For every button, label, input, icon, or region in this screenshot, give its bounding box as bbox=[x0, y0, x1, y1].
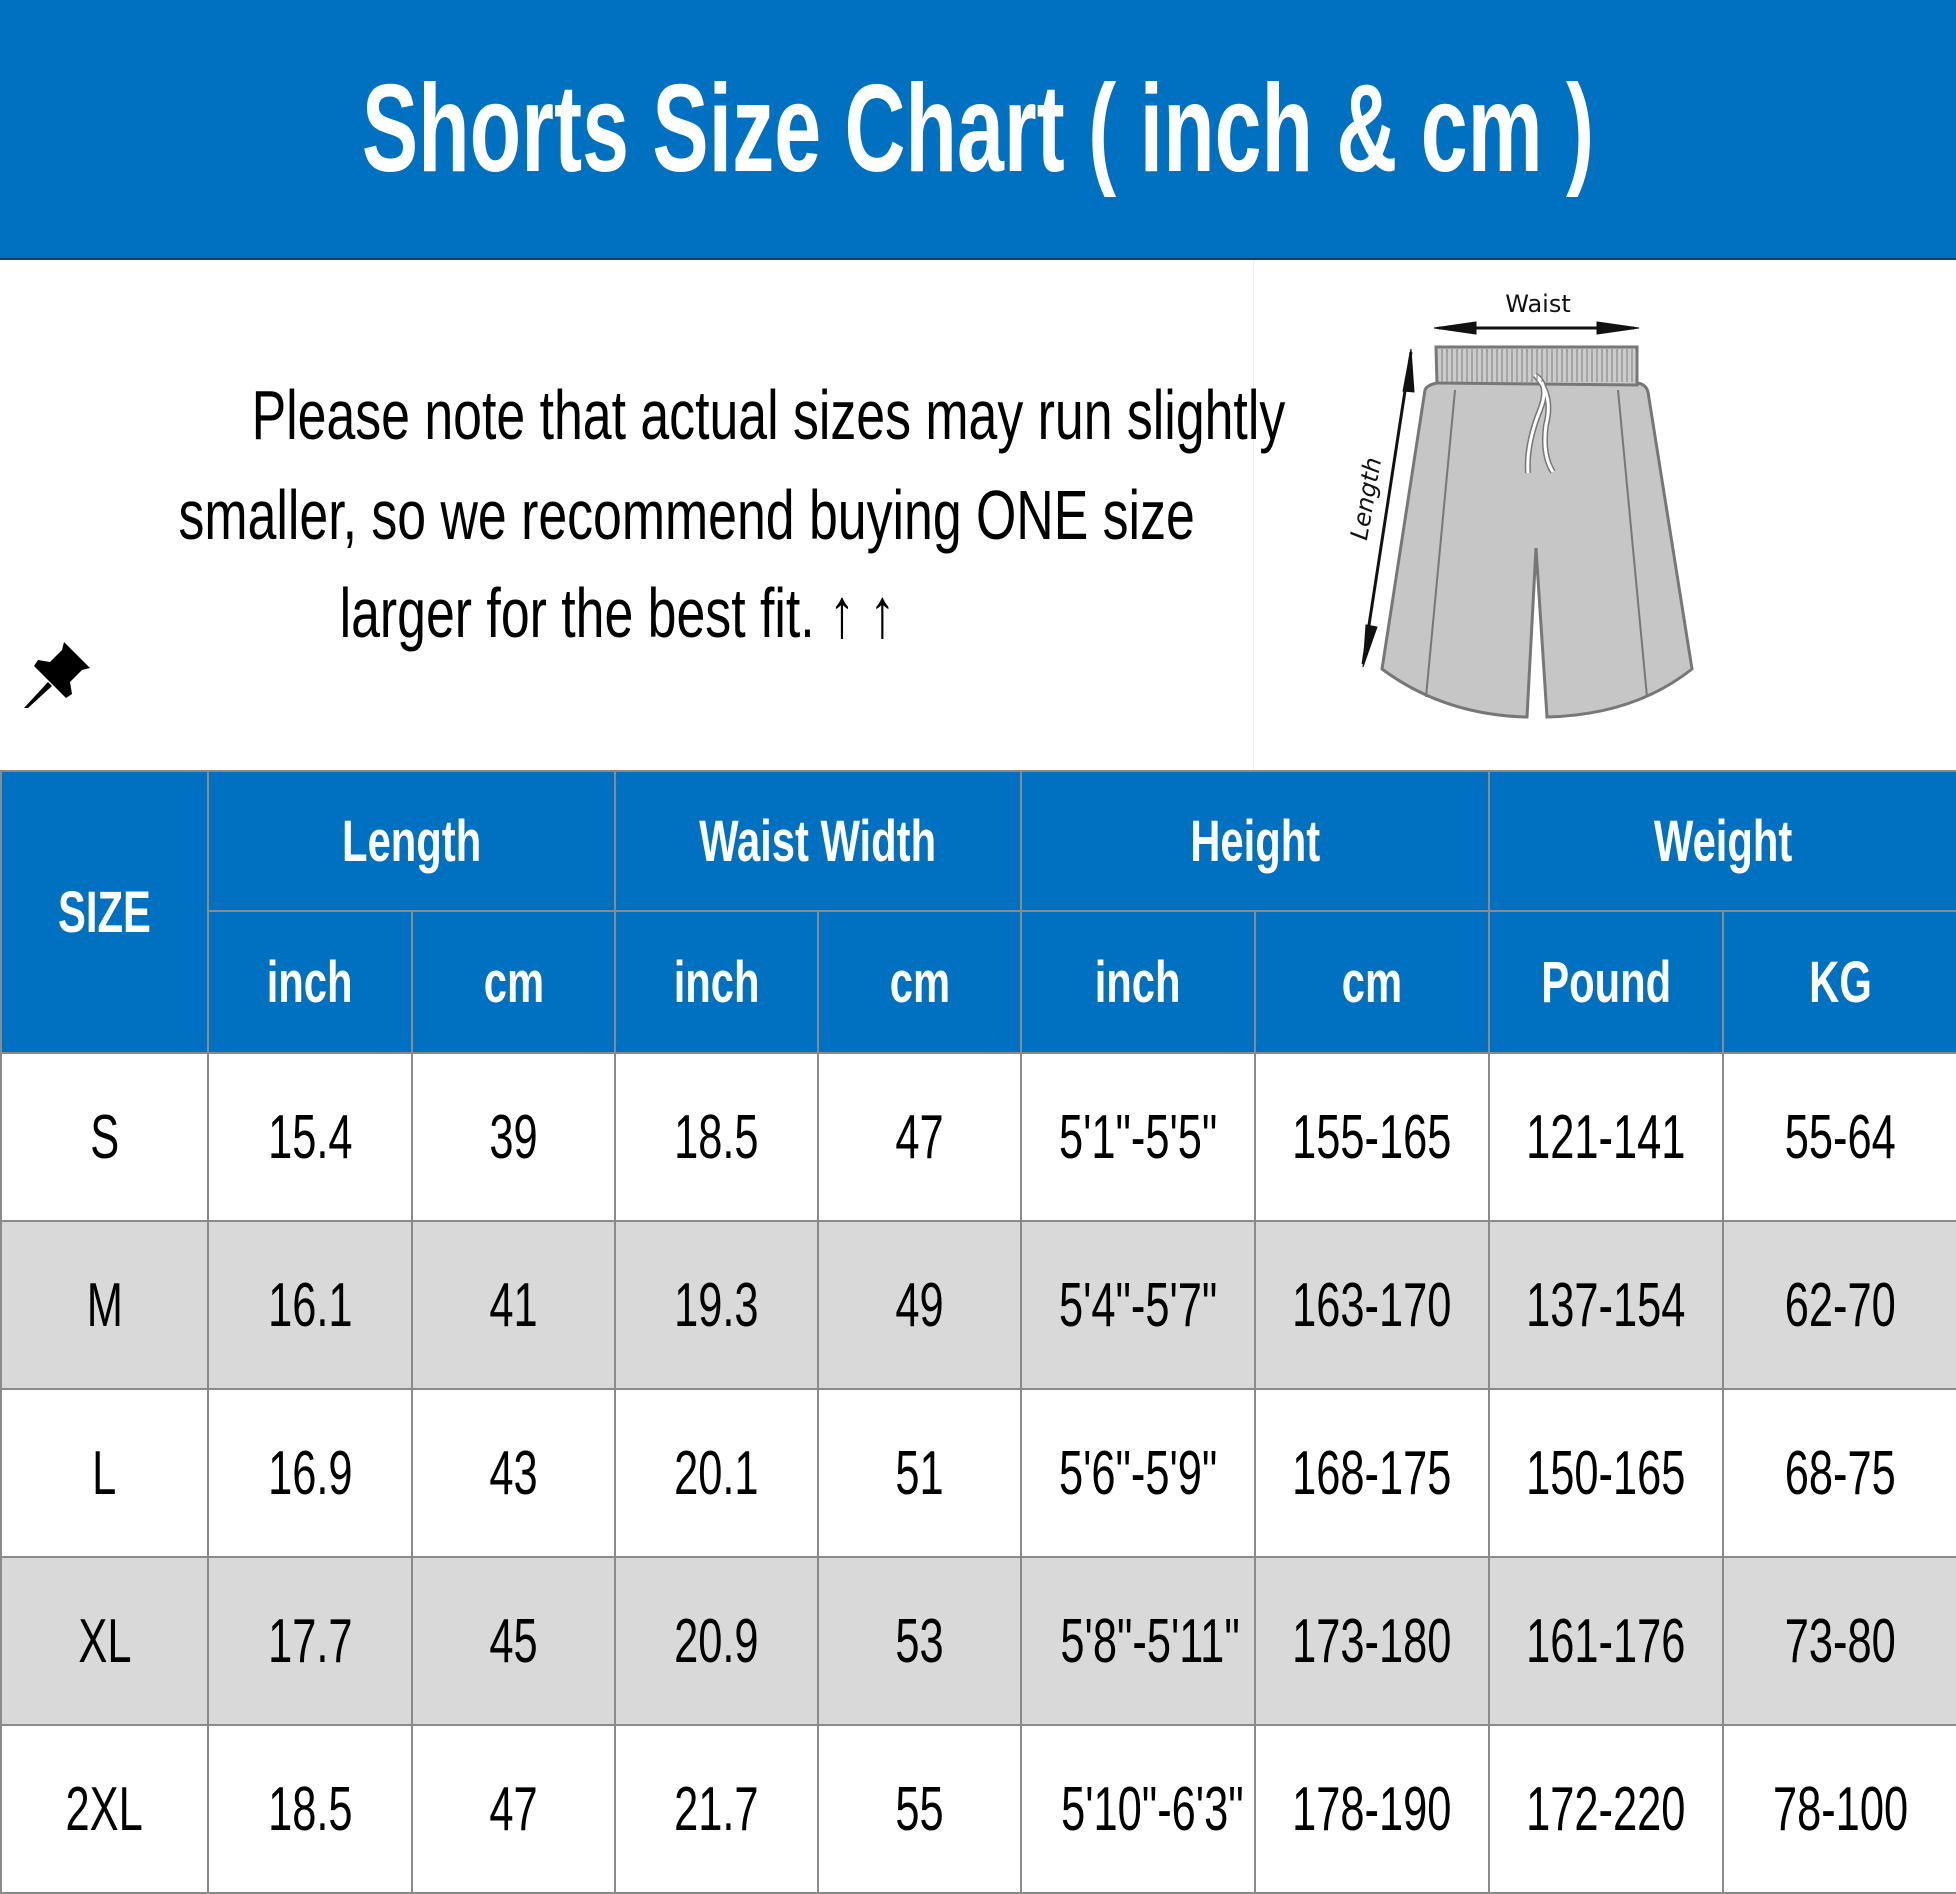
group-header-height: Height bbox=[1020, 770, 1491, 912]
value-cell: 155-165 bbox=[1254, 1052, 1491, 1222]
unit-header: cm bbox=[1254, 910, 1491, 1054]
sizing-note: Please note that actual sizes may run sl… bbox=[0, 260, 1286, 770]
page-title: Shorts Size Chart ( inch & cm ) bbox=[361, 60, 1595, 198]
value-cell: 178-190 bbox=[1254, 1724, 1491, 1894]
size-table: SIZE Length Waist Width Height Weight in… bbox=[0, 770, 1956, 1894]
group-header-weight: Weight bbox=[1488, 770, 1956, 912]
value-cell: 78-100 bbox=[1722, 1724, 1956, 1894]
pushpin-icon bbox=[24, 642, 90, 708]
table-row: S 15.4 39 18.5 47 5'1"-5'5" 155-165 121-141 55-6… bbox=[0, 1052, 1956, 1222]
value-cell: 163-170 bbox=[1254, 1220, 1491, 1390]
length-arrow bbox=[1361, 348, 1415, 668]
value-cell: 137-154 bbox=[1488, 1220, 1725, 1390]
waist-label: Waist bbox=[1505, 290, 1570, 318]
value-cell: 5'4"-5'7" bbox=[1020, 1220, 1257, 1390]
unit-header: cm bbox=[410, 910, 617, 1054]
value-cell: 15.4 bbox=[207, 1052, 413, 1222]
value-cell: 5'6"-5'9" bbox=[1020, 1388, 1257, 1558]
unit-header: KG bbox=[1722, 910, 1956, 1054]
size-cell: 2XL bbox=[0, 1724, 209, 1894]
group-header-length: Length bbox=[206, 770, 617, 912]
value-cell: 20.9 bbox=[614, 1556, 820, 1726]
value-cell: 21.7 bbox=[614, 1724, 820, 1894]
value-cell: 43 bbox=[410, 1388, 617, 1558]
note-line-1: Please note that actual sizes may run sl… bbox=[251, 376, 1286, 454]
size-cell: L bbox=[0, 1388, 209, 1558]
value-cell: 16.1 bbox=[207, 1220, 413, 1390]
value-cell: 17.7 bbox=[207, 1556, 413, 1726]
value-cell: 16.9 bbox=[207, 1388, 413, 1558]
value-cell: 161-176 bbox=[1488, 1556, 1725, 1726]
value-cell: 47 bbox=[817, 1052, 1023, 1222]
value-cell: 168-175 bbox=[1254, 1388, 1491, 1558]
table-row: L 16.9 43 20.1 51 5'6"-5'9" 168-175 150-165 68-7… bbox=[0, 1388, 1956, 1558]
table-row: 2XL 18.5 47 21.7 55 5'10"-6'3" 178-190 172-220 7… bbox=[0, 1724, 1956, 1894]
size-cell: M bbox=[0, 1220, 209, 1390]
length-label: Length bbox=[1345, 455, 1387, 542]
waist-arrow bbox=[1433, 321, 1640, 335]
unit-header: inch bbox=[207, 910, 413, 1054]
value-cell: 20.1 bbox=[614, 1388, 820, 1558]
note-line-2: smaller, so we recommend buying ONE size bbox=[178, 476, 1195, 554]
value-cell: 5'8"-5'11" bbox=[1020, 1556, 1257, 1726]
value-cell: 62-70 bbox=[1722, 1220, 1956, 1390]
value-cell: 49 bbox=[817, 1220, 1023, 1390]
value-cell: 121-141 bbox=[1488, 1052, 1725, 1222]
unit-header: inch bbox=[1020, 910, 1257, 1054]
note-line-3: larger for the best fit. ↑ ↑ bbox=[339, 574, 895, 652]
value-cell: 51 bbox=[817, 1388, 1023, 1558]
size-cell: S bbox=[0, 1052, 209, 1222]
unit-header: Pound bbox=[1488, 910, 1725, 1054]
value-cell: 47 bbox=[410, 1724, 617, 1894]
value-cell: 55-64 bbox=[1722, 1052, 1956, 1222]
group-header-waist-width: Waist Width bbox=[614, 770, 1023, 912]
unit-header: cm bbox=[817, 910, 1023, 1054]
table-row: M 16.1 41 19.3 49 5'4"-5'7" 163-170 137-154 62-7… bbox=[0, 1220, 1956, 1390]
value-cell: 53 bbox=[817, 1556, 1023, 1726]
value-cell: 41 bbox=[410, 1220, 617, 1390]
value-cell: 5'10"-6'3" bbox=[1020, 1724, 1257, 1894]
shorts-body: /* ribs drawn below */ bbox=[1380, 345, 1694, 719]
table-row: XL 17.7 45 20.9 53 5'8"-5'11" 173-180 161-176 73… bbox=[0, 1556, 1956, 1726]
value-cell: 173-180 bbox=[1254, 1556, 1491, 1726]
value-cell: 19.3 bbox=[614, 1220, 820, 1390]
shorts-diagram: Waist /* ribs drawn below */ Length bbox=[1345, 290, 1694, 719]
value-cell: 39 bbox=[410, 1052, 617, 1222]
value-cell: 45 bbox=[410, 1556, 617, 1726]
value-cell: 68-75 bbox=[1722, 1388, 1956, 1558]
size-header: SIZE bbox=[0, 770, 209, 1054]
size-cell: XL bbox=[0, 1556, 209, 1726]
value-cell: 5'1"-5'5" bbox=[1020, 1052, 1257, 1222]
title-banner: Shorts Size Chart ( inch & cm ) bbox=[0, 0, 1956, 260]
value-cell: 18.5 bbox=[207, 1724, 413, 1894]
unit-header: inch bbox=[614, 910, 820, 1054]
value-cell: 55 bbox=[817, 1724, 1023, 1894]
value-cell: 18.5 bbox=[614, 1052, 820, 1222]
value-cell: 150-165 bbox=[1488, 1388, 1725, 1558]
value-cell: 172-220 bbox=[1488, 1724, 1725, 1894]
value-cell: 73-80 bbox=[1722, 1556, 1956, 1726]
